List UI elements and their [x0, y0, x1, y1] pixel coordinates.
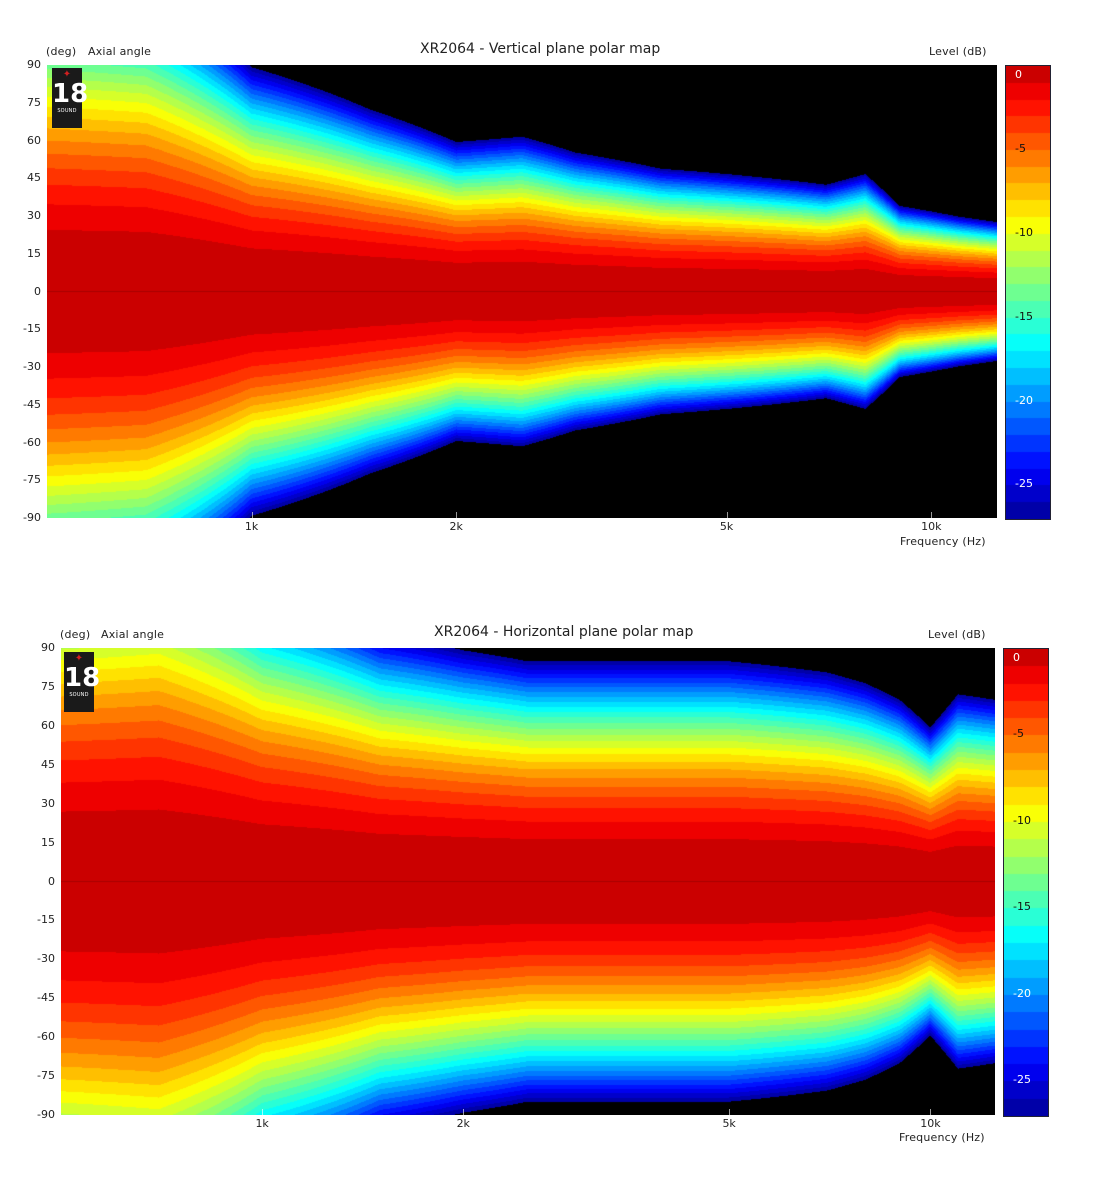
x-tick-label: 2k	[456, 1117, 470, 1130]
colorbar-label: Level (dB)	[929, 45, 987, 58]
y-tick-label: -90	[37, 1108, 55, 1121]
colorbar-tick-label: -10	[1015, 225, 1033, 239]
y-axis-label: Axial angle	[101, 628, 165, 641]
brand-logo: ✦ 18 SOUND	[64, 652, 101, 712]
colorbar-tick-label: -20	[1015, 393, 1033, 407]
heatmap-plot-area	[61, 648, 995, 1115]
y-tick-label: 0	[48, 874, 55, 888]
colorbar-label: Level (dB)	[928, 628, 986, 641]
vertical-polar-map-panel: XR2064 - Vertical plane polar map (deg) …	[0, 0, 1102, 560]
x-tick-mark	[930, 1109, 932, 1115]
x-tick-label: 5k	[719, 520, 734, 533]
y-tick-label: -75	[37, 1069, 55, 1083]
x-tick-label: 1k	[244, 520, 259, 533]
logo-number: 18	[64, 663, 101, 693]
y-tick-label: 15	[41, 835, 55, 849]
y-tick-label: 30	[41, 796, 55, 810]
x-tick-mark	[251, 512, 253, 518]
y-axis-unit: (deg)	[46, 45, 77, 58]
y-axis-unit: (deg)	[60, 628, 91, 641]
colorbar	[1005, 65, 1051, 520]
y-tick-label: 45	[41, 757, 55, 771]
y-tick-label: -15	[23, 322, 41, 336]
x-axis-label: Frequency (Hz)	[899, 1131, 985, 1144]
x-tick-mark	[729, 1109, 731, 1115]
colorbar-tick-label: -25	[1013, 1073, 1031, 1087]
y-tick-label: 15	[27, 246, 41, 260]
heatmap-canvas	[61, 648, 995, 1115]
colorbar-canvas	[1006, 66, 1050, 519]
brand-logo: ✦ 18 SOUND	[52, 68, 89, 128]
y-tick-label: -60	[37, 1030, 55, 1044]
y-tick-label: 45	[27, 171, 41, 185]
x-tick-mark	[456, 512, 458, 518]
y-tick-label: 60	[27, 133, 41, 147]
y-tick-label: -60	[23, 435, 41, 449]
x-tick-mark	[262, 1109, 264, 1115]
horizontal-polar-map-panel: XR2064 - Horizontal plane polar map (deg…	[0, 585, 1102, 1165]
colorbar-tick-label: -5	[1013, 727, 1024, 741]
y-axis-label: Axial angle	[88, 45, 152, 58]
colorbar-tick-label: 0	[1015, 68, 1022, 81]
heatmap-plot-area	[47, 65, 997, 518]
chart-title: XR2064 - Vertical plane polar map	[420, 41, 661, 57]
logo-mark-icon: ✦	[62, 69, 72, 80]
y-tick-label: -90	[23, 511, 41, 524]
x-tick-label: 10k	[920, 1117, 941, 1130]
logo-brand: SOUND	[57, 108, 77, 114]
x-tick-mark	[463, 1109, 465, 1115]
colorbar-tick-label: -10	[1013, 813, 1031, 827]
x-tick-label: 10k	[921, 520, 942, 533]
y-tick-label: 90	[27, 58, 41, 71]
x-tick-mark	[726, 512, 728, 518]
y-tick-label: 90	[41, 641, 55, 654]
colorbar-canvas	[1004, 649, 1048, 1116]
x-tick-label: 1k	[255, 1117, 269, 1130]
y-tick-label: 75	[41, 679, 55, 693]
x-tick-label: 5k	[722, 1117, 736, 1130]
logo-number: 18	[52, 79, 89, 109]
y-tick-label: -30	[23, 360, 41, 373]
x-axis-label: Frequency (Hz)	[900, 535, 986, 548]
colorbar-tick-label: -15	[1015, 309, 1033, 323]
colorbar	[1003, 648, 1049, 1117]
logo-brand: SOUND	[69, 692, 89, 698]
y-tick-label: -45	[23, 397, 41, 411]
heatmap-canvas	[47, 65, 997, 518]
colorbar-tick-label: -5	[1015, 141, 1026, 155]
logo-mark-icon: ✦	[74, 653, 84, 664]
x-tick-mark	[931, 512, 933, 518]
y-tick-label: 60	[41, 718, 55, 732]
chart-title: XR2064 - Horizontal plane polar map	[434, 624, 694, 640]
y-tick-label: 0	[34, 284, 41, 298]
y-tick-label: 30	[27, 209, 41, 222]
colorbar-tick-label: 0	[1013, 651, 1020, 664]
y-tick-label: 75	[27, 95, 41, 109]
colorbar-tick-label: -25	[1015, 477, 1033, 491]
y-tick-label: -15	[37, 913, 55, 927]
y-tick-label: -45	[37, 991, 55, 1005]
y-tick-label: -75	[23, 473, 41, 487]
x-tick-label: 2k	[449, 520, 463, 533]
colorbar-tick-label: -20	[1013, 986, 1031, 1000]
y-tick-label: -30	[37, 952, 55, 966]
colorbar-tick-label: -15	[1013, 900, 1031, 914]
